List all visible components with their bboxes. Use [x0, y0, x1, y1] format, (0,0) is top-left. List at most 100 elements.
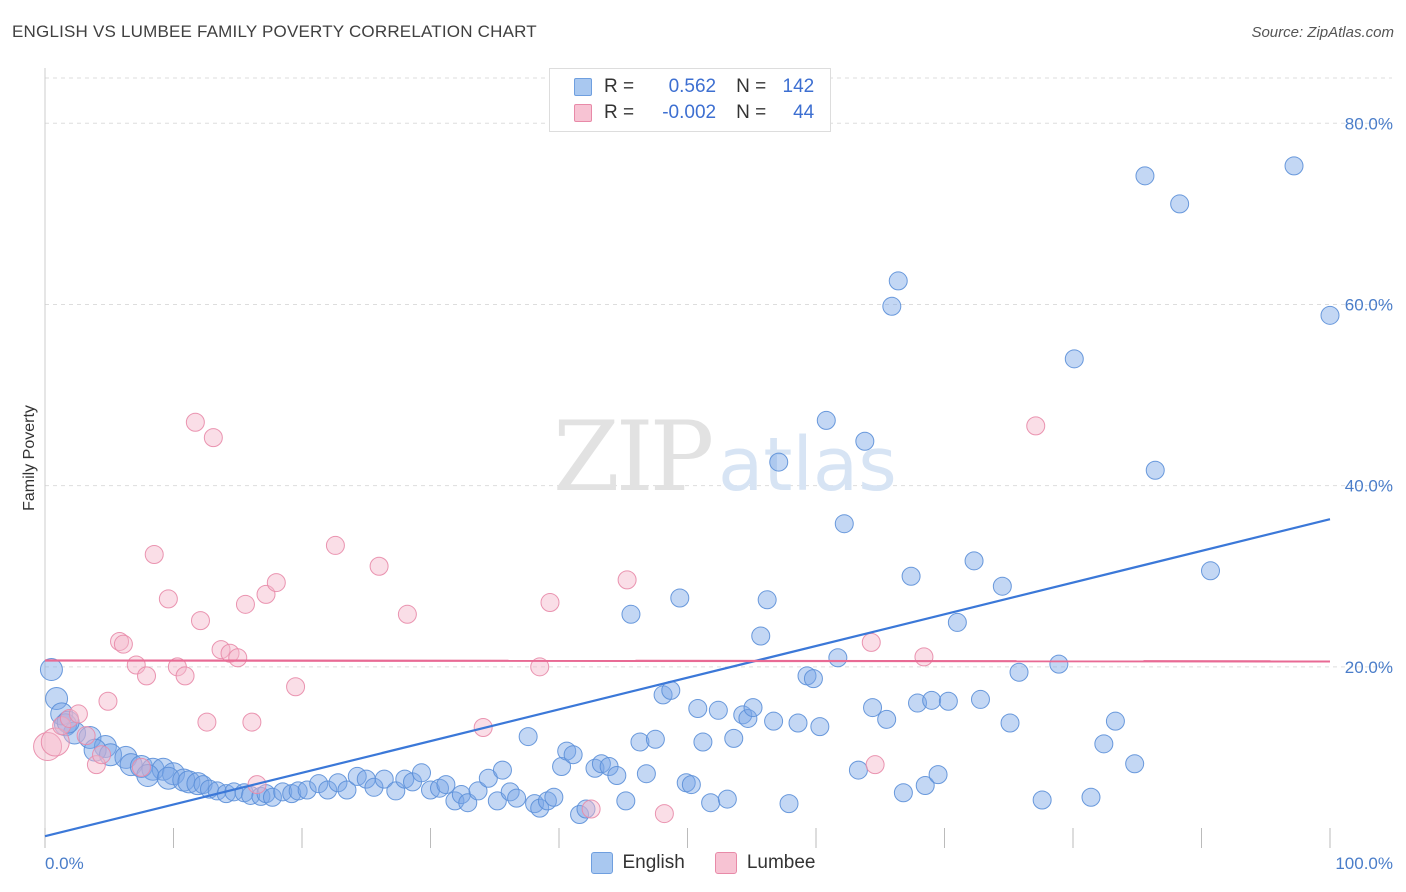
english-point: [478, 768, 498, 788]
english-point: [992, 576, 1012, 596]
english-point: [518, 727, 538, 747]
english-point: [915, 775, 935, 795]
english-point: [436, 775, 456, 795]
lumbee-point: [1026, 416, 1046, 436]
english-point: [1009, 662, 1029, 682]
english-point: [855, 431, 875, 451]
english-point: [297, 780, 317, 800]
english-point: [1105, 711, 1125, 731]
english-point: [563, 745, 583, 765]
lumbee-point: [242, 712, 262, 732]
watermark-atlas: atlas: [718, 422, 897, 508]
legend-row-english: R = 0.562 N = 142: [574, 75, 814, 99]
english-point: [530, 798, 550, 818]
english-point: [743, 698, 763, 718]
english-point: [947, 612, 967, 632]
lumbee-point: [175, 666, 195, 686]
english-point: [708, 700, 728, 720]
english-point: [39, 658, 63, 682]
english-point: [901, 566, 921, 586]
correlation-legend: R = 0.562 N = 142 R = -0.002 N = 44: [549, 68, 831, 132]
english-point: [688, 698, 708, 718]
lumbee-point: [235, 594, 255, 614]
english-point: [701, 793, 721, 813]
english-point: [779, 794, 799, 814]
lumbee-point: [68, 704, 88, 724]
english-point: [645, 729, 665, 749]
english-point: [964, 551, 984, 571]
english-point: [374, 769, 394, 789]
lumbee-point: [113, 634, 133, 654]
lumbee-point: [197, 712, 217, 732]
english-point: [318, 780, 338, 800]
english-point: [751, 626, 771, 646]
english-point: [636, 764, 656, 784]
lumbee-point: [98, 691, 118, 711]
english-point: [1125, 754, 1145, 774]
english-point: [412, 763, 432, 783]
english-point: [544, 787, 564, 807]
english-point: [816, 410, 836, 430]
english-point: [724, 728, 744, 748]
english-point: [863, 698, 883, 718]
series-legend-lumbee[interactable]: Lumbee: [714, 852, 816, 874]
english-point: [262, 787, 282, 807]
lumbee-point: [914, 647, 934, 667]
english-point: [468, 781, 488, 801]
lumbee-point: [861, 632, 881, 652]
data-points: [33, 156, 1340, 824]
x-tick-label: 100.0%: [1335, 854, 1393, 873]
english-point: [507, 788, 527, 808]
english-point: [1094, 734, 1114, 754]
english-point: [828, 648, 848, 668]
english-point: [429, 778, 449, 798]
lumbee-point: [137, 666, 157, 686]
english-point: [1320, 305, 1340, 325]
english-point: [630, 732, 650, 752]
english-point: [591, 754, 611, 774]
series-legend-english[interactable]: English: [590, 852, 685, 874]
legend-row-lumbee: R = -0.002 N = 44: [574, 101, 814, 125]
english-point: [1145, 460, 1165, 480]
series-swatch-lumbee: [714, 852, 737, 874]
english-trend-line: [44, 518, 1331, 838]
series-swatch-english: [590, 852, 613, 874]
english-point: [576, 799, 596, 819]
y-tick-label: 20.0%: [1345, 658, 1393, 677]
legend-n-value: 44: [793, 102, 815, 123]
lumbee-point: [52, 716, 72, 736]
legend-n-label: N =: [736, 102, 767, 123]
english-point: [764, 711, 784, 731]
lumbee-point: [865, 755, 885, 775]
english-point: [888, 271, 908, 291]
english-point: [893, 783, 913, 803]
legend-r-value: -0.002: [662, 102, 717, 123]
lumbee-point: [185, 412, 205, 432]
english-point: [788, 713, 808, 733]
english-point: [834, 514, 854, 534]
y-tick-label: 80.0%: [1345, 114, 1393, 133]
lumbee-point: [654, 804, 674, 824]
lumbee-point: [540, 593, 560, 613]
lumbee-point: [266, 573, 286, 593]
lumbee-point: [131, 757, 151, 777]
english-point: [769, 452, 789, 472]
watermark: ZIP atlas: [553, 401, 897, 513]
english-point: [1200, 561, 1220, 581]
english-point: [537, 791, 557, 811]
english-point: [757, 590, 777, 610]
tick-labels: 20.0% 40.0% 60.0% 80.0% 0.0% 100.0%: [45, 114, 1393, 873]
english-point: [717, 789, 737, 809]
english-point: [492, 760, 512, 780]
english-point: [848, 760, 868, 780]
english-point: [970, 689, 990, 709]
legend-n-value: 142: [782, 76, 815, 97]
english-point: [1064, 349, 1084, 369]
lumbee-point: [144, 544, 164, 564]
lumbee-point: [228, 648, 248, 668]
grid-lines: [45, 77, 1392, 668]
english-point: [922, 690, 942, 710]
english-point: [337, 780, 357, 800]
legend-swatch-lumbee: [574, 104, 592, 122]
